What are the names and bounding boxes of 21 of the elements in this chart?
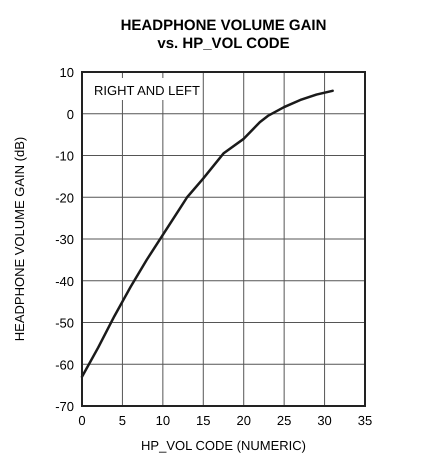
y-tick-label: -40 <box>55 274 74 289</box>
y-tick-label: -70 <box>55 399 74 414</box>
chart-title: HEADPHONE VOLUME GAIN vs. HP_VOL CODE <box>120 17 326 52</box>
x-tick-label: 35 <box>358 413 372 428</box>
y-tick-label: -30 <box>55 232 74 247</box>
x-axis-title: HP_VOL CODE (NUMERIC) <box>141 438 306 453</box>
x-tick-label: 10 <box>156 413 170 428</box>
x-tick-label: 20 <box>236 413 251 428</box>
y-tick-label: -60 <box>55 357 74 372</box>
x-tick-label: 25 <box>276 413 292 428</box>
y-tick-label: -20 <box>55 190 74 206</box>
x-tick-label: 30 <box>317 413 332 428</box>
annotation: RIGHT AND LEFT <box>94 83 200 98</box>
x-tick-label: 0 <box>78 413 86 428</box>
y-tick-label: 0 <box>66 106 74 122</box>
y-axis-title: HEADPHONE VOLUME GAIN (dB) <box>12 136 27 342</box>
x-tick-label: 5 <box>118 413 126 428</box>
x-tick-label: 15 <box>196 413 211 428</box>
y-tick-label: -10 <box>55 148 74 164</box>
y-tick-label: -50 <box>55 316 74 330</box>
y-tick-label: 10 <box>60 65 74 80</box>
